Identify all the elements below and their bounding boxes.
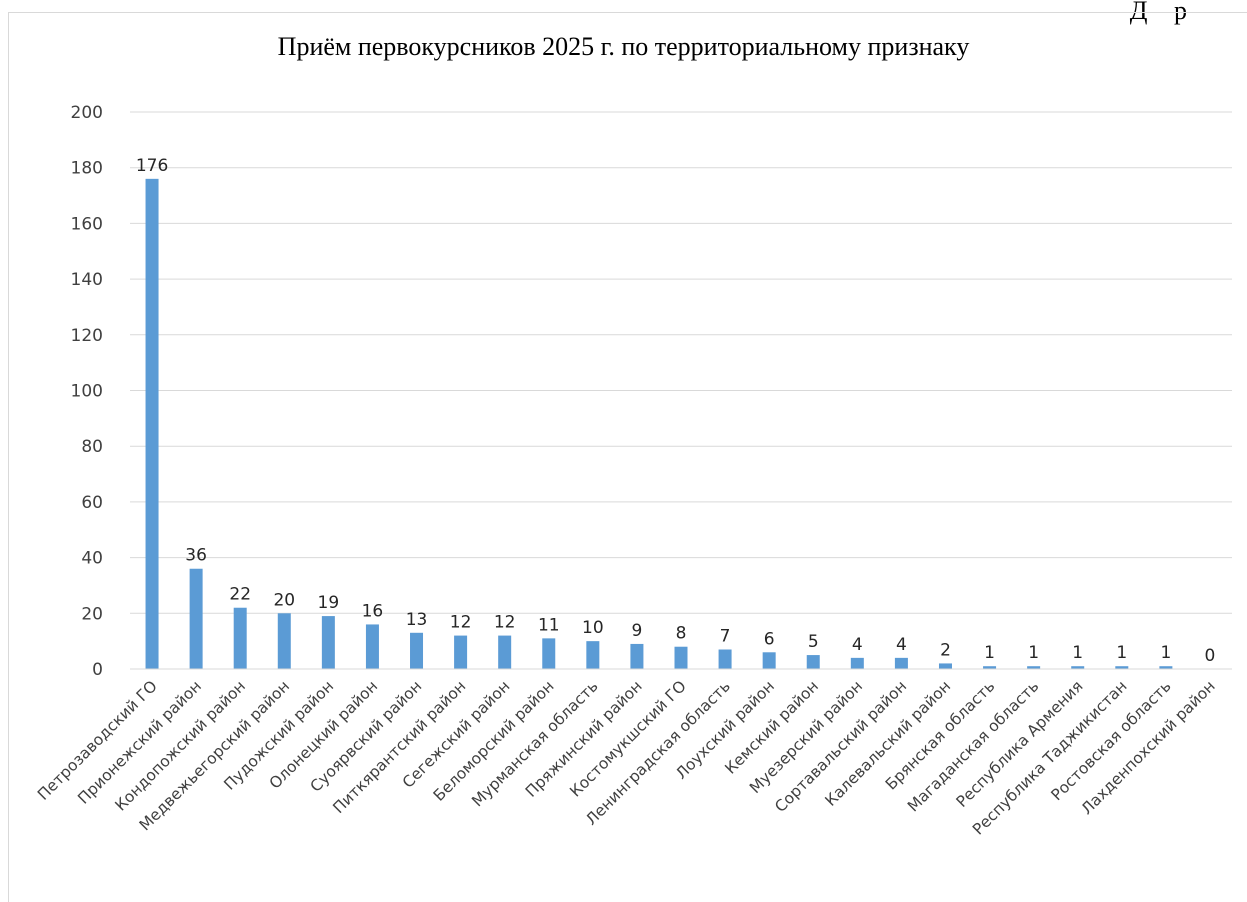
y-tick-label: 200 bbox=[71, 103, 103, 123]
bar bbox=[410, 632, 424, 669]
bar bbox=[365, 624, 379, 669]
data-label: 1 bbox=[984, 643, 995, 663]
data-label: 176 bbox=[136, 156, 168, 176]
data-label: 20 bbox=[273, 590, 295, 610]
bar bbox=[630, 643, 644, 669]
data-label: 7 bbox=[720, 627, 731, 647]
bar bbox=[983, 666, 997, 669]
bar bbox=[586, 641, 600, 669]
y-tick-label: 100 bbox=[71, 382, 103, 402]
data-label: 1 bbox=[1028, 643, 1039, 663]
data-label: 4 bbox=[896, 635, 907, 655]
data-label: 12 bbox=[450, 613, 472, 633]
y-tick-label: 60 bbox=[81, 493, 103, 513]
data-label: 10 bbox=[582, 618, 604, 638]
bar bbox=[145, 178, 159, 669]
data-label: 16 bbox=[362, 601, 384, 621]
data-label: 13 bbox=[406, 610, 428, 630]
data-label: 5 bbox=[808, 632, 819, 652]
bar bbox=[454, 635, 468, 669]
data-label: 8 bbox=[676, 624, 687, 644]
bar bbox=[894, 657, 908, 669]
bar bbox=[277, 613, 291, 669]
y-axis-ticks: 0 20 40 60 80 100 120 140 160 180 200 bbox=[71, 103, 103, 680]
bar bbox=[189, 568, 203, 669]
data-label: 1 bbox=[1072, 643, 1083, 663]
y-tick-label: 80 bbox=[81, 437, 103, 457]
bar bbox=[938, 663, 952, 669]
bar bbox=[674, 646, 688, 669]
data-label: 0 bbox=[1205, 646, 1216, 666]
chart-frame bbox=[8, 12, 1247, 902]
data-label: 6 bbox=[764, 629, 775, 649]
bar bbox=[718, 649, 732, 669]
data-label: 36 bbox=[185, 546, 207, 566]
bar bbox=[1159, 666, 1173, 669]
data-label: 11 bbox=[538, 615, 560, 635]
data-label: 19 bbox=[318, 593, 340, 613]
y-tick-label: 120 bbox=[71, 326, 103, 346]
bar bbox=[850, 657, 864, 669]
data-label: 2 bbox=[940, 640, 951, 660]
bar bbox=[762, 652, 776, 669]
y-tick-label: 160 bbox=[71, 214, 103, 234]
y-tick-label: 180 bbox=[71, 159, 103, 179]
bar bbox=[498, 635, 512, 669]
data-label: 12 bbox=[494, 613, 516, 633]
data-label: 4 bbox=[852, 635, 863, 655]
data-label: 22 bbox=[229, 585, 251, 605]
bar bbox=[1071, 666, 1085, 669]
bar bbox=[542, 638, 556, 669]
bar bbox=[1115, 666, 1129, 669]
gridlines bbox=[130, 111, 1232, 614]
bar bbox=[233, 607, 247, 669]
data-label: 9 bbox=[632, 621, 643, 641]
data-label: 1 bbox=[1160, 643, 1171, 663]
bar bbox=[321, 616, 335, 669]
y-tick-label: 0 bbox=[92, 660, 103, 680]
y-tick-label: 40 bbox=[81, 549, 103, 569]
bars bbox=[145, 178, 1173, 669]
bar bbox=[806, 655, 820, 669]
y-tick-label: 140 bbox=[71, 270, 103, 290]
bar bbox=[1027, 666, 1041, 669]
y-tick-label: 20 bbox=[81, 604, 103, 624]
data-label: 1 bbox=[1116, 643, 1127, 663]
chart-title: Приём первокурсников 2025 г. по территор… bbox=[277, 32, 970, 61]
